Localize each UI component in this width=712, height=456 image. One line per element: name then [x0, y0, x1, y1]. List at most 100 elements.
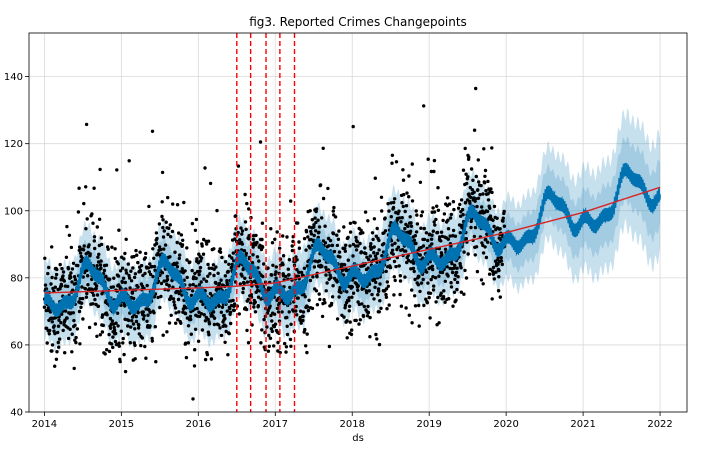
data-point	[451, 228, 456, 233]
data-point	[347, 298, 351, 303]
data-point	[283, 341, 287, 346]
data-point	[432, 220, 436, 224]
data-point	[126, 324, 130, 328]
data-point	[119, 329, 124, 333]
data-point	[392, 275, 396, 279]
data-point	[455, 280, 460, 285]
data-point	[347, 309, 351, 313]
data-point	[148, 272, 153, 277]
data-point	[144, 356, 148, 360]
data-point	[285, 332, 290, 337]
data-point	[252, 305, 256, 309]
data-point	[251, 237, 256, 242]
data-point	[301, 310, 306, 314]
data-point	[490, 297, 494, 301]
data-point	[492, 204, 497, 209]
data-point	[289, 344, 293, 348]
data-point	[243, 220, 248, 224]
data-point	[93, 297, 97, 302]
data-point	[366, 304, 370, 309]
x-tick-label-1: 2015	[109, 419, 134, 430]
data-point	[472, 234, 477, 239]
data-point	[69, 271, 73, 275]
data-point	[104, 299, 108, 303]
data-point	[232, 259, 236, 263]
data-point	[392, 293, 396, 297]
forecast-yhat-line	[43, 162, 661, 318]
data-point	[455, 287, 459, 292]
data-point	[458, 202, 462, 207]
data-point	[223, 274, 228, 278]
data-point	[398, 279, 403, 283]
data-point	[477, 180, 481, 184]
data-point	[124, 271, 129, 275]
data-point	[284, 350, 288, 354]
data-point	[215, 208, 219, 213]
data-point	[65, 224, 69, 229]
data-point	[106, 247, 110, 251]
data-point	[206, 317, 210, 321]
data-point	[193, 228, 198, 232]
data-point	[70, 350, 74, 354]
data-point	[339, 290, 343, 295]
data-point	[414, 209, 418, 213]
data-point	[324, 289, 328, 293]
data-point	[190, 289, 195, 293]
data-point	[487, 272, 492, 276]
data-point	[146, 266, 151, 270]
data-point	[333, 215, 338, 219]
data-point	[418, 253, 422, 257]
data-point	[342, 263, 347, 267]
data-point	[244, 251, 248, 256]
data-point	[486, 179, 490, 184]
x-tick-label-5: 2019	[416, 419, 441, 430]
x-tick-label-2: 2016	[186, 419, 211, 430]
data-point	[426, 157, 430, 161]
data-point	[230, 256, 234, 260]
data-point	[78, 251, 83, 255]
data-point	[303, 295, 307, 299]
data-point	[426, 238, 430, 243]
data-point	[335, 317, 340, 321]
data-point	[359, 250, 364, 254]
data-point	[70, 280, 74, 284]
data-point	[50, 275, 54, 280]
data-point	[313, 259, 317, 263]
data-point	[417, 324, 421, 328]
data-point	[150, 129, 155, 133]
data-point	[314, 289, 319, 293]
data-point	[451, 304, 455, 308]
x-tick-label-7: 2021	[570, 419, 595, 430]
data-point	[359, 228, 363, 232]
data-point	[397, 264, 401, 268]
data-point	[257, 259, 261, 263]
data-point	[429, 169, 434, 174]
data-point	[157, 245, 162, 249]
data-point	[436, 186, 440, 190]
data-point	[404, 204, 409, 208]
data-point	[72, 275, 77, 279]
data-point	[105, 313, 109, 317]
data-point	[152, 256, 156, 260]
data-point	[169, 235, 173, 239]
data-point	[161, 225, 165, 230]
data-point	[331, 232, 336, 236]
data-point	[247, 207, 251, 211]
data-point	[227, 331, 231, 336]
data-point	[246, 341, 251, 345]
data-point	[181, 238, 185, 242]
data-point	[227, 254, 232, 258]
data-point	[188, 260, 192, 264]
data-point	[228, 306, 232, 311]
data-point	[480, 205, 484, 209]
y-tick-label-3: 100	[4, 206, 23, 217]
data-point	[365, 290, 369, 295]
data-point	[345, 336, 349, 340]
data-point	[326, 186, 330, 191]
data-point	[241, 286, 245, 291]
data-point	[202, 277, 206, 281]
data-point	[315, 303, 320, 307]
data-point	[248, 301, 253, 305]
data-point	[53, 364, 57, 368]
data-point	[484, 237, 488, 242]
